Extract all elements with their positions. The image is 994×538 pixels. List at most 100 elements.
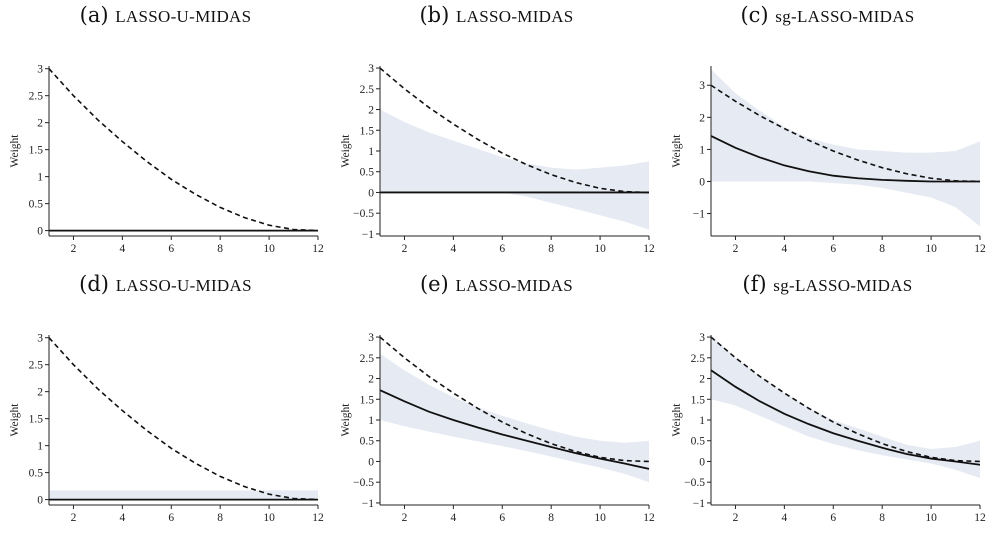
y-tick-label: 1.5 — [29, 414, 44, 426]
x-tick-label: 8 — [879, 512, 885, 524]
y-tick-label: 0 — [699, 456, 705, 468]
y-tick-label: −0.5 — [353, 208, 374, 220]
x-tick-label: 10 — [263, 512, 275, 524]
y-tick-label: 2 — [37, 118, 43, 130]
x-tick-label: 2 — [71, 512, 77, 524]
true-weights-line — [48, 68, 319, 232]
panel-title: (e) LASSO-MIDAS — [331, 272, 662, 296]
y-tick-label: 3 — [368, 332, 374, 344]
panel-title: (c) sg-LASSO-MIDAS — [662, 3, 993, 27]
confidence-band — [49, 490, 318, 500]
y-tick-label: 0 — [37, 495, 43, 507]
x-tick-label: 6 — [830, 243, 836, 255]
estimate-line — [710, 369, 981, 466]
panel-f: (f) sg-LASSO-MIDAS −1 −0.5 0 0.5 1 1.5 2 2.5 3 2 4… — [662, 269, 993, 538]
x-tick-label: 10 — [594, 512, 606, 524]
x-tick-label: 2 — [733, 243, 739, 255]
y-tick-label: 0.5 — [29, 199, 44, 211]
y-tick-label: 0.5 — [360, 167, 375, 179]
panel-method-name: LASSO-U-MIDAS — [115, 276, 252, 295]
y-tick-label: 1.5 — [29, 145, 44, 157]
estimate-line — [710, 135, 980, 183]
x-tick-label: 2 — [402, 512, 408, 524]
y-tick-label: 2 — [37, 387, 43, 399]
x-tick-label: 2 — [402, 243, 408, 255]
panel-method-name: sg-LASSO-MIDAS — [775, 7, 915, 26]
y-tick-label: 1.5 — [360, 394, 375, 406]
x-tick-label: 6 — [168, 243, 174, 255]
y-tick-label: 2 — [699, 112, 705, 124]
x-tick-label: 12 — [974, 512, 986, 524]
y-axis-label: Weight — [671, 134, 683, 168]
x-tick-label: 8 — [217, 243, 223, 255]
y-tick-label: −1 — [693, 209, 705, 221]
x-tick-label: 6 — [830, 512, 836, 524]
y-tick-label: 1 — [699, 144, 705, 156]
chart-d: 0 0.5 1 1.5 2 2.5 3 2 4 6 8 10 12 Weight — [9, 333, 324, 524]
x-tick-label: 4 — [119, 512, 125, 524]
true-weights-line — [379, 336, 650, 463]
x-tick-label: 10 — [594, 243, 606, 255]
y-tick-label: 0 — [368, 456, 374, 468]
chart-e: −1 −0.5 0 0.5 1 1.5 2 2.5 3 2 4 6 8 10 12 Weight — [340, 332, 655, 524]
x-tick-label: 6 — [499, 512, 505, 524]
y-tick-label: −0.5 — [684, 477, 705, 489]
y-tick-label: 0.5 — [691, 436, 706, 448]
x-tick-label: 4 — [781, 512, 787, 524]
y-tick-label: 1 — [37, 441, 43, 453]
y-tick-label: −1 — [362, 229, 374, 241]
x-tick-label: 12 — [643, 243, 655, 255]
x-tick-label: 10 — [925, 243, 937, 255]
panel-title: (a) LASSO-U-MIDAS — [0, 3, 331, 27]
true-weights-line — [379, 67, 650, 194]
x-tick-label: 4 — [119, 243, 125, 255]
y-tick-label: −0.5 — [353, 477, 374, 489]
y-tick-label: 3 — [699, 80, 705, 92]
y-axis-label: Weight — [671, 403, 683, 437]
x-tick-label: 6 — [499, 243, 505, 255]
x-tick-label: 4 — [450, 243, 456, 255]
chart-b: −1 −0.5 0 0.5 1 1.5 2 2.5 3 2 4 6 8 10 12 Weight — [340, 63, 655, 255]
chart-f: −1 −0.5 0 0.5 1 1.5 2 2.5 3 2 4 6 8 10 12 Weight — [671, 332, 986, 524]
x-tick-label: 12 — [643, 512, 655, 524]
x-tick-label: 4 — [781, 243, 787, 255]
true-weights-line — [710, 336, 981, 463]
x-tick-label: 12 — [312, 512, 324, 524]
y-tick-label: 1 — [368, 415, 374, 427]
panel-title: (b) LASSO-MIDAS — [331, 3, 662, 27]
x-tick-label: 2 — [71, 243, 77, 255]
confidence-band — [380, 353, 649, 483]
panel-method-name: LASSO-MIDAS — [455, 276, 574, 295]
x-tick-label: 2 — [733, 512, 739, 524]
y-tick-label: 2.5 — [360, 353, 375, 365]
x-tick-label: 10 — [263, 243, 275, 255]
x-tick-label: 6 — [168, 512, 174, 524]
y-tick-label: 2.5 — [29, 360, 44, 372]
panel-label: (d) — [79, 272, 109, 296]
y-axis-label: Weight — [9, 134, 21, 168]
panel-label: (a) — [79, 3, 109, 27]
confidence-band — [711, 69, 980, 227]
panel-method-name: LASSO-U-MIDAS — [115, 7, 252, 26]
x-tick-label: 12 — [312, 243, 324, 255]
panel-d: (d) LASSO-U-MIDAS 0 0.5 1 1.5 2 2.5 3 2 4 6 8 10 12 W… — [0, 269, 331, 538]
panel-c: (c) sg-LASSO-MIDAS −1 0 1 2 3 2 4 6 8 10 12 Weight — [662, 0, 993, 269]
y-tick-label: 3 — [699, 332, 705, 344]
y-tick-label: 0 — [368, 187, 374, 199]
panel-title: (d) LASSO-U-MIDAS — [0, 272, 331, 296]
x-tick-label: 8 — [879, 243, 885, 255]
y-tick-label: 2.5 — [691, 353, 706, 365]
y-tick-label: 3 — [37, 64, 43, 76]
y-axis-label: Weight — [340, 134, 352, 168]
panel-b: (b) LASSO-MIDAS −1 −0.5 0 0.5 1 1.5 2 2.5 3 2 4 6 8 1… — [331, 0, 662, 269]
panel-a: (a) LASSO-U-MIDAS 0 0.5 1 1.5 2 2.5 3 2 4 6 8 10 12 W… — [0, 0, 331, 269]
x-tick-label: 10 — [925, 512, 937, 524]
chart-a: 0 0.5 1 1.5 2 2.5 3 2 4 6 8 10 12 Weight — [9, 64, 324, 255]
panel-e: (e) LASSO-MIDAS −1 −0.5 0 0.5 1 1.5 2 2.5 3 2 4 6 8 1… — [331, 269, 662, 538]
y-tick-label: 2 — [699, 374, 705, 386]
x-tick-label: 12 — [974, 243, 986, 255]
panel-label: (e) — [419, 272, 449, 296]
y-tick-label: 0.5 — [29, 468, 44, 480]
y-tick-label: 1 — [368, 146, 374, 158]
